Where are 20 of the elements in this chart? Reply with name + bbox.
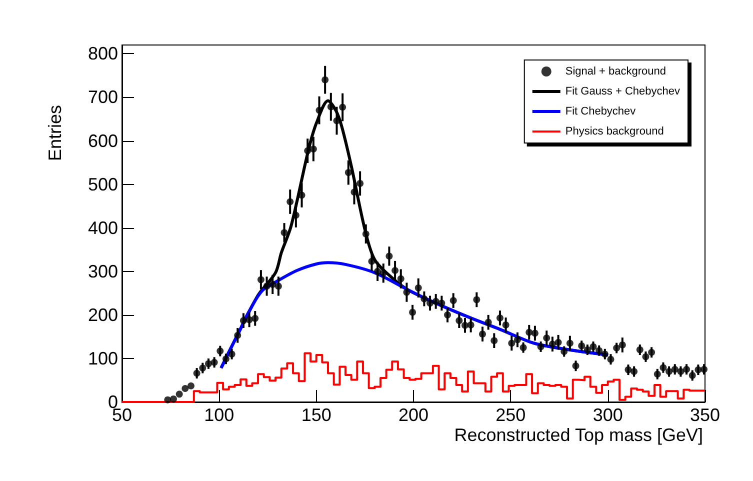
legend-label: Fit Chebychev [565, 106, 636, 118]
legend-label: Fit Gauss + Chebychev [565, 86, 680, 98]
y-tick-label: 300 [88, 261, 118, 282]
x-tick-label: 200 [398, 405, 429, 425]
legend-label: Signal + background [565, 66, 666, 78]
x-tick-label: 350 [690, 405, 720, 425]
x-tick-label: 250 [496, 405, 526, 425]
x-tick-label: 300 [592, 405, 623, 425]
y-tick-label: 500 [88, 174, 118, 194]
x-tick-label: 100 [204, 405, 234, 425]
y-tick-label: 100 [88, 348, 118, 368]
y-tick-label: 800 [88, 44, 118, 64]
y-axis-title: Entries [45, 105, 65, 162]
legend-label: Physics background [565, 126, 664, 138]
x-axis-title: Reconstructed Top mass [GeV] [454, 425, 703, 445]
y-tick-label: 400 [88, 218, 118, 238]
y-tick-label: 700 [88, 87, 118, 108]
x-tick-label: 150 [301, 405, 332, 425]
y-tick-label: 200 [88, 304, 118, 325]
y-tick-label: 600 [88, 130, 118, 151]
